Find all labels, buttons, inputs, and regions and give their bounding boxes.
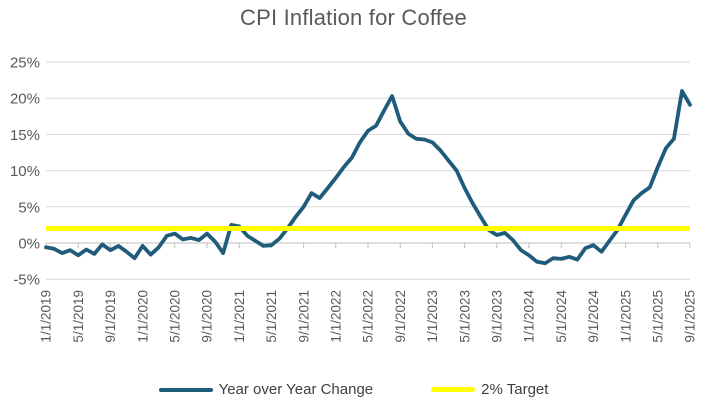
svg-text:1/1/2021: 1/1/2021 bbox=[232, 290, 247, 343]
svg-text:5%: 5% bbox=[18, 199, 40, 216]
svg-text:9/1/2024: 9/1/2024 bbox=[586, 290, 601, 343]
line-chart-plot-area: 25% 20% 15% 10% 5% 0% -5%1/1/2019 5/1/2019 9/1/2… bbox=[10, 55, 698, 343]
yoy-series-label: Year over Year Change bbox=[218, 381, 374, 398]
svg-text:25%: 25% bbox=[10, 55, 40, 72]
svg-text:15%: 15% bbox=[10, 127, 40, 144]
svg-text:-5%: -5% bbox=[13, 272, 40, 289]
svg-text:5/1/2023: 5/1/2023 bbox=[457, 290, 472, 343]
svg-text:5/1/2025: 5/1/2025 bbox=[651, 290, 666, 343]
y-axis-labels: 25% 20% 15% 10% 5% 0% -5% bbox=[10, 55, 40, 289]
svg-text:1/1/2024: 1/1/2024 bbox=[522, 290, 537, 343]
chart-title: CPI Inflation for Coffee bbox=[240, 5, 467, 30]
svg-text:9/1/2019: 9/1/2019 bbox=[103, 290, 118, 343]
svg-text:1/1/2023: 1/1/2023 bbox=[425, 290, 440, 343]
svg-text:9/1/2020: 9/1/2020 bbox=[200, 290, 215, 343]
svg-text:1/1/2020: 1/1/2020 bbox=[135, 290, 150, 343]
svg-text:0%: 0% bbox=[18, 236, 40, 253]
svg-text:10%: 10% bbox=[10, 163, 40, 180]
svg-text:1/1/2025: 1/1/2025 bbox=[618, 290, 633, 343]
svg-text:5/1/2019: 5/1/2019 bbox=[71, 290, 86, 343]
svg-text:9/1/2023: 9/1/2023 bbox=[490, 290, 505, 343]
x-axis-labels: 1/1/2019 5/1/2019 9/1/2019 1/1/2020 5/1/2020… bbox=[39, 290, 698, 343]
x-axis bbox=[45, 242, 691, 248]
svg-text:5/1/2024: 5/1/2024 bbox=[554, 290, 569, 343]
svg-text:5/1/2022: 5/1/2022 bbox=[361, 290, 376, 343]
target-series-swatch bbox=[431, 387, 476, 392]
target-series-label: 2% Target bbox=[481, 381, 549, 398]
svg-text:9/1/2025: 9/1/2025 bbox=[683, 290, 698, 343]
svg-text:1/1/2019: 1/1/2019 bbox=[39, 290, 54, 343]
svg-text:9/1/2022: 9/1/2022 bbox=[393, 290, 408, 343]
chart-legend: Year over Year Change 2% Target bbox=[0, 381, 707, 398]
yoy-series-swatch bbox=[158, 387, 213, 392]
svg-text:1/1/2022: 1/1/2022 bbox=[329, 290, 344, 343]
yoy-series-line bbox=[44, 89, 692, 266]
svg-text:20%: 20% bbox=[10, 91, 40, 108]
svg-text:5/1/2021: 5/1/2021 bbox=[264, 290, 279, 343]
svg-text:5/1/2020: 5/1/2020 bbox=[168, 290, 183, 343]
svg-text:9/1/2021: 9/1/2021 bbox=[296, 290, 311, 343]
